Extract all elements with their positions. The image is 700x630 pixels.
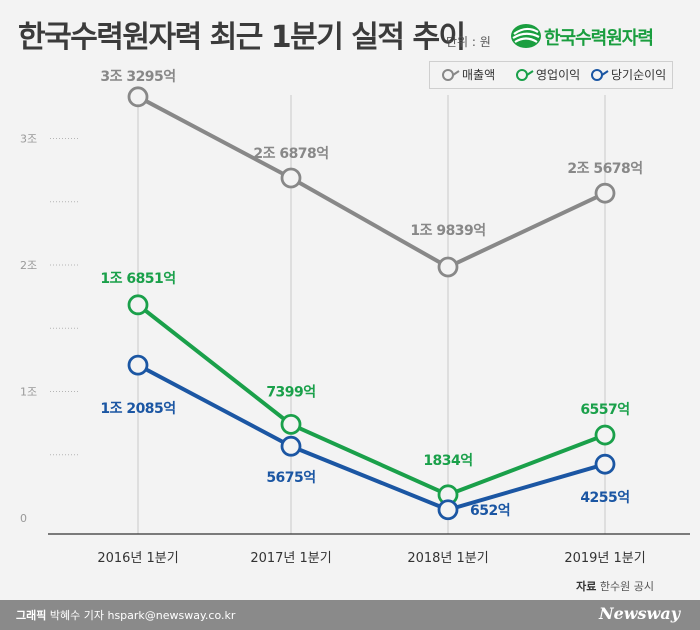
brand-logo: Newsway xyxy=(598,604,680,623)
source-note: 자료 한수원 공시 xyxy=(576,578,654,594)
y-tick-label: 2조 xyxy=(20,259,37,272)
x-tick-label: 2017년 1분기 xyxy=(250,551,331,566)
data-point xyxy=(594,453,616,475)
data-label: 2조 6878억 xyxy=(253,146,328,162)
data-label: 2조 5678억 xyxy=(567,161,642,177)
credit: 그래픽 박혜수 기자 hspark@newsway.co.kr xyxy=(16,607,235,623)
unit-label: 단위 : 원 xyxy=(446,35,491,49)
data-label: 7399억 xyxy=(266,384,315,400)
data-point xyxy=(437,499,459,521)
data-label: 1조 9839억 xyxy=(410,223,485,239)
series-line xyxy=(136,303,606,497)
data-label: 6557억 xyxy=(580,402,629,418)
footer-bar: 그래픽 박혜수 기자 hspark@newsway.co.kr Newsway xyxy=(0,600,700,630)
legend-label: 당기순이익 xyxy=(611,68,667,82)
data-label: 5675억 xyxy=(266,470,315,486)
data-point xyxy=(280,414,302,435)
source-label: 자료 xyxy=(576,580,597,593)
line-chart: 0 1조 2조 3조 2016년 1분기 2017년 1분기 2018년 1분기 2019년 … xyxy=(20,69,690,566)
legend-marker-icon xyxy=(591,69,609,81)
data-point xyxy=(280,435,302,457)
y-tick-label: 1조 xyxy=(20,386,37,399)
company-logo: 한국수력원자력 xyxy=(510,20,695,52)
legend-label: 영업이익 xyxy=(536,68,581,82)
logo-text: 한국수력원자력 xyxy=(544,28,654,49)
chart-legend: 매출액 영업이익 당기순이익 xyxy=(429,61,673,89)
legend-marker-icon xyxy=(442,69,460,81)
data-point xyxy=(127,86,149,108)
data-label: 652억 xyxy=(470,503,510,519)
leaf-logo-icon xyxy=(511,24,541,48)
legend-marker-icon xyxy=(516,69,534,81)
data-label: 1조 2085억 xyxy=(100,401,175,417)
x-tick-label: 2018년 1분기 xyxy=(407,551,488,566)
legend-label: 매출액 xyxy=(462,68,496,82)
series-line xyxy=(137,95,606,270)
data-label: 1조 6851억 xyxy=(100,271,175,287)
data-label: 3조 3295억 xyxy=(100,69,175,85)
page-title: 한국수력원자력 최근 1분기 실적 추이 xyxy=(18,20,466,55)
data-point xyxy=(594,182,616,204)
data-point xyxy=(280,167,302,189)
data-label: 4255억 xyxy=(580,490,629,506)
x-tick-label: 2016년 1분기 xyxy=(97,551,178,566)
data-point xyxy=(437,256,459,278)
credit-text: 박혜수 기자 hspark@newsway.co.kr xyxy=(49,609,236,622)
data-point xyxy=(594,424,616,446)
data-point xyxy=(127,354,149,376)
x-tick-label: 2019년 1분기 xyxy=(564,551,645,566)
y-tick-label: 0 xyxy=(20,512,27,525)
data-point xyxy=(127,294,149,316)
series-line xyxy=(137,363,606,512)
y-tick-label: 3조 xyxy=(20,133,37,146)
source-text: 한수원 공시 xyxy=(599,580,654,593)
data-label: 1834억 xyxy=(423,453,472,469)
graphic-label: 그래픽 xyxy=(16,609,47,622)
